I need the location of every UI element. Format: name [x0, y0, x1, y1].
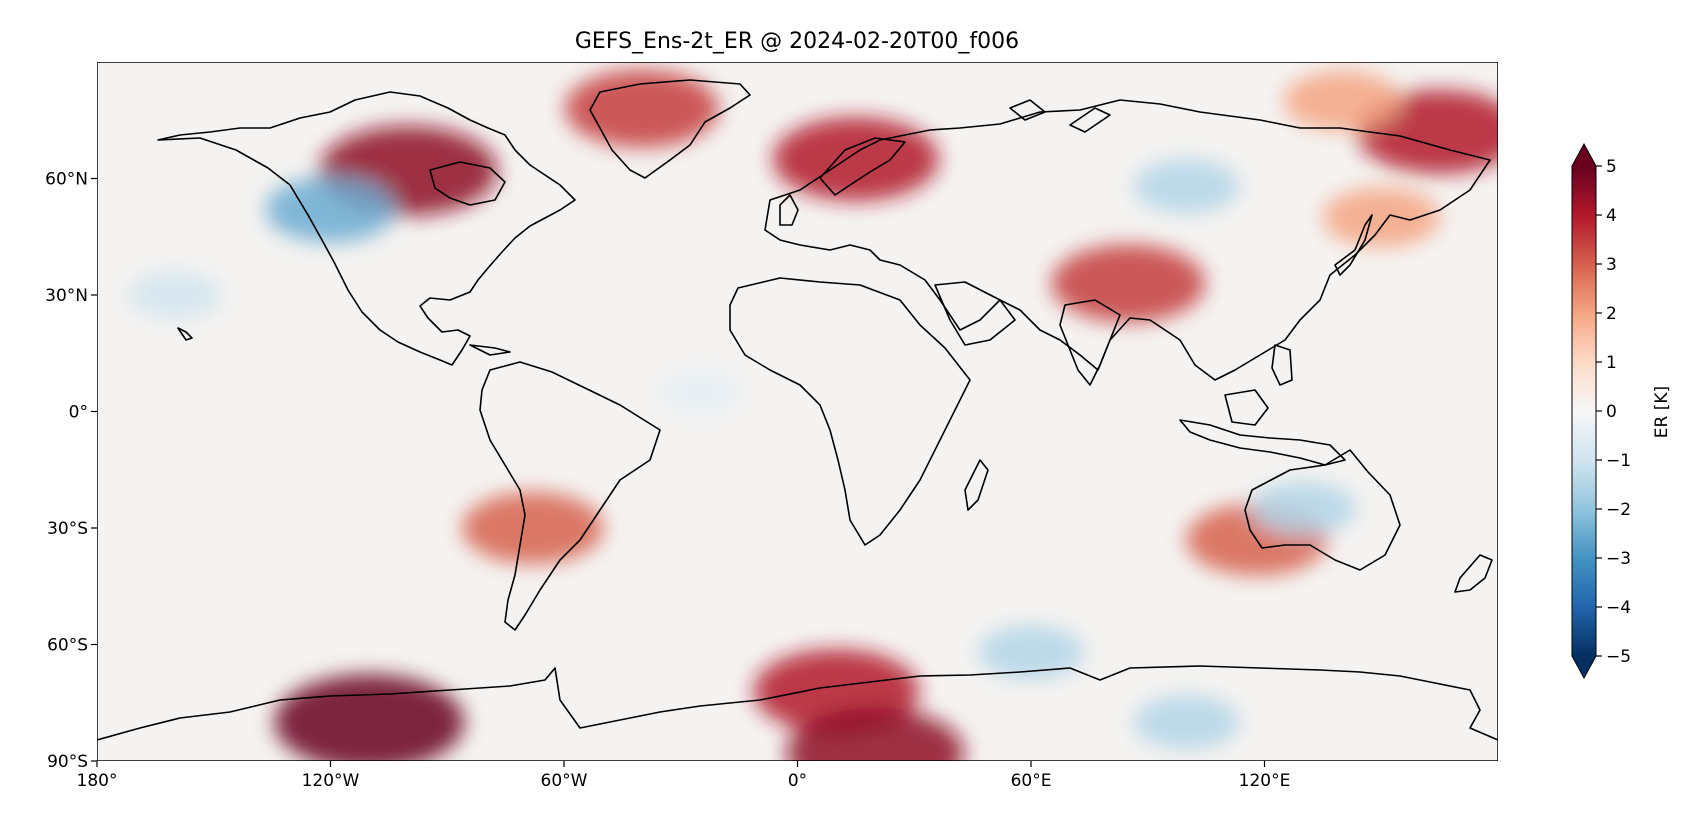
coastline-hawaii [177, 327, 193, 341]
coastline-north-america [157, 91, 576, 366]
coastline-australia [1244, 449, 1401, 571]
x-tick-label: 180° [77, 771, 118, 791]
coastline-cuba [469, 344, 511, 356]
coastline-south-america [479, 361, 661, 631]
colorbar-tick-label: −1 [1606, 451, 1631, 471]
y-tick-label: 90°S [47, 752, 88, 772]
coastline-africa [729, 277, 971, 546]
anomaly-blob [564, 69, 719, 148]
colorbar-gradient [1572, 166, 1596, 656]
anomaly-blob [786, 708, 965, 761]
coastline-japan [1334, 214, 1373, 276]
anomaly-blob [1322, 187, 1441, 248]
coastline-antarctica [97, 665, 1498, 741]
coastline-svalbard [1009, 99, 1046, 121]
coastline-novaya-zemlya [1069, 107, 1111, 133]
anomaly-blob [127, 271, 222, 319]
x-tick-label: 120°E [1239, 771, 1291, 791]
colorbar-tick-label: 5 [1606, 157, 1617, 177]
coastline-madagascar [964, 459, 989, 511]
map-panel [97, 62, 1498, 761]
colorbar-tick-label: 1 [1606, 353, 1617, 373]
colorbar-extend-min [1572, 656, 1596, 678]
x-tick-label: 0° [788, 771, 807, 791]
anomaly-blob [1051, 244, 1206, 323]
colorbar-ticks: 5 4 3 2 1 0 −1 −2 −3 −4 −5 [1596, 157, 1631, 667]
coastline-scandinavia [819, 137, 906, 196]
x-tick-label: 60°E [1011, 771, 1052, 791]
y-tick-label: 30°S [47, 519, 88, 539]
coastline-greenland [589, 79, 751, 179]
anomaly-blob [772, 117, 939, 202]
coastline-arabia [934, 281, 1016, 346]
colorbar-tick-label: 0 [1606, 402, 1617, 422]
anomaly-blob [274, 674, 465, 761]
colorbar-tick-label: −5 [1606, 647, 1631, 667]
y-tick-label: 60°N [45, 170, 88, 190]
colorbar-tick-label: −3 [1606, 549, 1631, 569]
coastline-indonesia [1179, 419, 1346, 466]
anomaly-blob [659, 371, 742, 414]
y-tick-label: 30°N [45, 286, 88, 306]
anomaly-blob [1283, 70, 1402, 131]
anomaly-blob [1250, 481, 1357, 536]
coastlines [97, 79, 1498, 741]
colorbar-tick-label: 3 [1606, 255, 1617, 275]
colorbar-tick-label: −4 [1606, 598, 1631, 618]
coastline-hudson-bay [429, 161, 506, 206]
x-axis: 180° 120°W 60°W 0° 60°E 120°E [77, 761, 1291, 791]
colorbar-tick-label: 2 [1606, 304, 1617, 324]
coastline-borneo [1224, 389, 1269, 426]
x-tick-label: 120°W [302, 771, 360, 791]
anomaly-blob [1133, 159, 1240, 214]
colorbar-tick-label: −2 [1606, 500, 1631, 520]
colorbar-extend-max [1572, 144, 1596, 166]
y-tick-label: 0° [69, 403, 88, 423]
anomaly-field [127, 69, 1498, 761]
map-title: GEFS_Ens-2t_ER @ 2024-02-20T00_f006 [575, 29, 1019, 54]
anomaly-blob [978, 625, 1084, 680]
coastline-india [1059, 299, 1121, 386]
x-tick-label: 60°W [541, 771, 588, 791]
y-axis: 60°N 30°N 0° 30°S 60°S 90°S [45, 170, 97, 772]
anomaly-blob [1133, 695, 1240, 750]
coastline-philippines [1271, 344, 1293, 386]
coastline-uk [779, 194, 799, 226]
colorbar-tick-label: 4 [1606, 206, 1617, 226]
y-tick-label: 60°S [47, 636, 88, 656]
coastline-eurasia [764, 99, 1491, 381]
anomaly-blob [461, 492, 604, 564]
anomaly-blob [265, 176, 396, 243]
colorbar-label: ER [K] [1652, 386, 1672, 438]
coastline-new-zealand [1454, 554, 1493, 593]
colorbar: 5 4 3 2 1 0 −1 −2 −3 −4 −5 ER [K] [1571, 142, 1672, 680]
